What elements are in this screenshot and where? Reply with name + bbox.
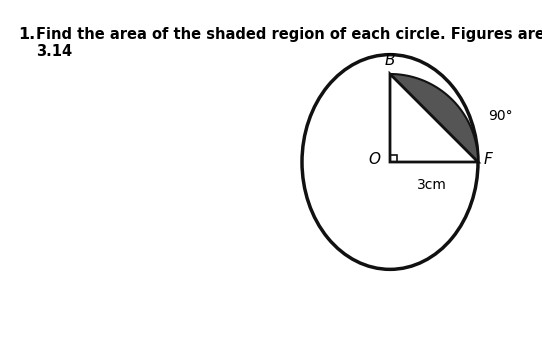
Polygon shape (390, 74, 478, 162)
Text: 3.14: 3.14 (36, 44, 72, 59)
Text: O: O (368, 152, 380, 166)
Text: Find the area of the shaded region of each circle. Figures are not drawn to scal: Find the area of the shaded region of ea… (36, 27, 542, 42)
Text: B: B (385, 53, 395, 68)
Text: 3cm: 3cm (417, 178, 447, 192)
Text: 1.: 1. (18, 27, 35, 42)
Text: F: F (484, 152, 493, 166)
Text: 90°: 90° (488, 109, 513, 123)
Polygon shape (390, 74, 478, 162)
